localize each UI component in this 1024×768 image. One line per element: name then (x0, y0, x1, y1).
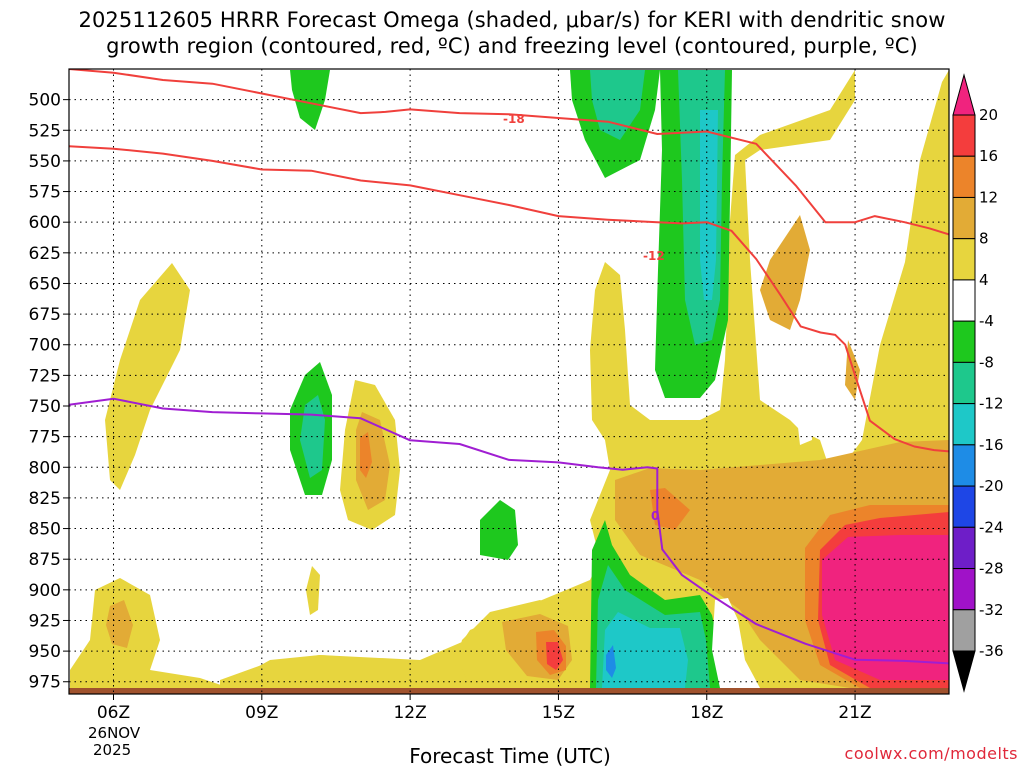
shade-orange-right (760, 215, 810, 330)
y-tick-label: 925 (29, 611, 61, 631)
colorbar-segment (952, 568, 976, 611)
colorbar-segment (952, 526, 976, 570)
chart-title-line-2: growth region (contoured, red, ºC) and f… (106, 34, 918, 58)
colorbar-segment (952, 320, 976, 363)
colorbar-label: -16 (979, 436, 1004, 454)
date-line-1: 26NOV (88, 724, 141, 742)
x-tick-label: 09Z (245, 703, 278, 723)
y-tick-label: 900 (29, 581, 61, 601)
chart-title-line-1: 2025112605 HRRR Forecast Omega (shaded, … (78, 8, 946, 32)
shade-yellow-left-band (105, 263, 190, 490)
isotherm-lines (69, 69, 949, 665)
x-axis: 06Z 09Z 12Z 15Z 18Z 21Z (97, 694, 872, 723)
colorbar-segment (952, 485, 976, 528)
y-tick-label: 625 (29, 244, 61, 264)
colorbar: 20 16 12 8 4 -4 -8 -12 -16 -20 -24 -28 -32 -36 (952, 73, 1004, 693)
shade-red-lens-top (360, 432, 372, 478)
y-tick-label: 525 (29, 121, 61, 141)
omega-shading (69, 70, 949, 694)
x-tick-label: 12Z (393, 703, 426, 723)
colorbar-segment (952, 238, 976, 281)
y-tick-label: 800 (29, 458, 61, 478)
colorbar-bottom-arrow (952, 650, 976, 693)
y-tick-label: 725 (29, 366, 61, 386)
shade-yellow-bottom-strip (220, 655, 470, 688)
colorbar-segment (952, 196, 976, 240)
colorbar-label: -24 (979, 518, 1004, 536)
contour-label-minus-18: -18 (503, 112, 525, 126)
shade-cyan-bottom (602, 612, 688, 688)
x-tick-label: 15Z (542, 703, 575, 723)
colorbar-label: -20 (979, 477, 1004, 495)
colorbar-segment (952, 403, 976, 446)
y-tick-label: 675 (29, 305, 61, 325)
contour-label-minus-12: -12 (643, 249, 665, 263)
y-tick-label: 575 (29, 183, 61, 203)
colorbar-label: 4 (979, 271, 989, 289)
colorbar-label: -12 (979, 395, 1004, 413)
y-tick-label: 975 (29, 673, 61, 693)
shade-magenta-big (822, 535, 949, 680)
y-tick-label: 700 (29, 336, 61, 356)
colorbar-label: 12 (979, 188, 998, 206)
colorbar-label: 8 (979, 230, 989, 248)
y-tick-label: 550 (29, 152, 61, 172)
colorbar-label: 20 (979, 106, 998, 124)
shade-yellow-right (862, 70, 949, 440)
x-tick-label: 06Z (97, 703, 130, 723)
x-tick-label: 21Z (838, 703, 871, 723)
colorbar-label: -28 (979, 560, 1004, 578)
shade-teal-top (590, 70, 645, 140)
colorbar-top-arrow (952, 73, 976, 116)
y-tick-label: 875 (29, 550, 61, 570)
ground-strip (69, 688, 949, 694)
colorbar-label: -4 (979, 312, 994, 330)
isotherm-line-minus-12 (69, 145, 949, 453)
colorbar-segment (952, 361, 976, 405)
shade-yellow-left-bottom (70, 578, 230, 688)
colorbar-label: -8 (979, 353, 994, 371)
y-tick-label: 650 (29, 274, 61, 294)
contour-label-zero: 0 (651, 509, 659, 523)
x-axis-label: Forecast Time (UTC) (409, 744, 611, 768)
shade-yellow-tiny (306, 566, 320, 615)
colorbar-segment (952, 114, 976, 157)
y-tick-label: 750 (29, 397, 61, 417)
shade-blue-bottom (606, 645, 616, 678)
colorbar-segment (952, 155, 976, 198)
y-tick-label: 500 (29, 91, 61, 111)
date-line-2: 2025 (93, 741, 131, 759)
y-tick-label: 950 (29, 642, 61, 662)
shade-white-hole (795, 385, 815, 445)
colorbar-label: -36 (979, 642, 1004, 660)
shade-green-mid (480, 500, 518, 560)
y-tick-label: 850 (29, 520, 61, 540)
colorbar-segment (952, 444, 976, 487)
y-axis: 500 525 550 575 600 625 650 675 700 725 750 775 800 8… (29, 91, 69, 693)
credit-link[interactable]: coolwx.com/modelts (844, 744, 1018, 763)
x-tick-label: 18Z (690, 703, 723, 723)
colorbar-segment (952, 279, 976, 322)
colorbar-segment (952, 609, 976, 652)
y-tick-label: 600 (29, 213, 61, 233)
shade-green-top (290, 70, 330, 130)
isotherm-line-minus-18 (69, 69, 949, 236)
grid (69, 69, 949, 694)
y-tick-label: 825 (29, 489, 61, 509)
colorbar-label: -32 (979, 601, 1004, 619)
shade-red-small (650, 488, 690, 530)
isotherm-line-freezing (69, 397, 949, 665)
shade-orange-left-blob-top (106, 600, 133, 648)
y-tick-label: 775 (29, 428, 61, 448)
colorbar-label: 16 (979, 147, 998, 165)
plot-frame (68, 68, 950, 695)
